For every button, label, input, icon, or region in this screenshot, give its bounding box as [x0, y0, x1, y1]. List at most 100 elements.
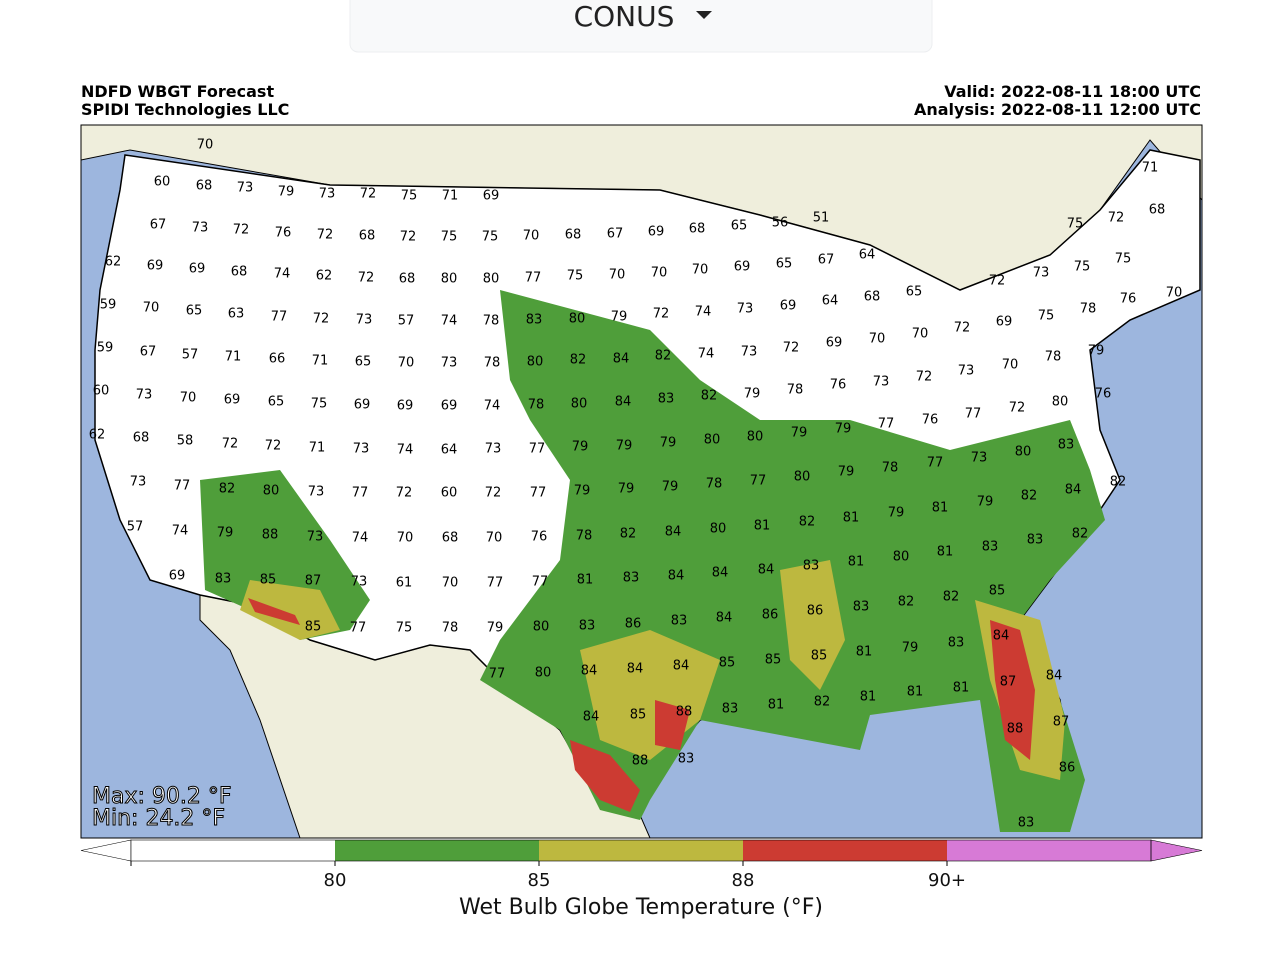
dropdown-label[interactable]: CONUS [574, 0, 675, 33]
station-value: 78 [576, 529, 593, 544]
station-value: 70 [180, 391, 197, 406]
station-value: 77 [927, 456, 944, 471]
colorbar-segment [335, 840, 539, 861]
station-value: 72 [916, 370, 933, 385]
station-value: 75 [1067, 217, 1084, 232]
station-value: 77 [532, 575, 549, 590]
station-value: 82 [1072, 527, 1089, 542]
station-value: 70 [912, 327, 929, 342]
station-value: 67 [140, 345, 157, 360]
station-value: 83 [215, 572, 232, 587]
caret[interactable] [696, 11, 712, 19]
station-value: 83 [803, 559, 820, 574]
zone-80 [200, 470, 370, 640]
station-value: 67 [607, 227, 624, 242]
station-value: 84 [668, 569, 685, 584]
station-value: 77 [487, 576, 504, 591]
station-value: 68 [689, 222, 706, 237]
station-value: 77 [965, 407, 982, 422]
station-value: 69 [826, 336, 843, 351]
station-value: 79 [574, 484, 591, 499]
station-value: 77 [352, 486, 369, 501]
station-value: 72 [954, 321, 971, 336]
station-value: 81 [843, 511, 860, 526]
station-value: 81 [577, 573, 594, 588]
colorbar-segment [743, 840, 947, 861]
station-value: 73 [192, 221, 209, 236]
station-value: 85 [630, 708, 647, 723]
station-value: 63 [228, 307, 245, 322]
station-value: 72 [989, 274, 1006, 289]
station-value: 84 [583, 710, 600, 725]
station-value: 75 [482, 230, 499, 245]
station-value: 67 [818, 253, 835, 268]
station-value: 79 [278, 185, 295, 200]
station-value: 57 [182, 348, 199, 363]
station-value: 82 [655, 349, 672, 364]
colorbar-segment [131, 840, 335, 861]
station-value: 83 [722, 702, 739, 717]
station-value: 78 [484, 356, 501, 371]
station-value: 59 [100, 298, 117, 313]
station-value: 70 [651, 266, 668, 281]
station-value: 88 [1007, 722, 1024, 737]
station-value: 78 [483, 314, 500, 329]
station-value: 79 [660, 436, 677, 451]
station-value: 72 [653, 307, 670, 322]
station-value: 84 [758, 563, 775, 578]
station-value: 75 [1038, 309, 1055, 324]
colorbar-segment [539, 840, 743, 861]
station-value: 69 [397, 399, 414, 414]
station-value: 68 [1149, 203, 1166, 218]
station-value: 84 [627, 662, 644, 677]
station-value: 58 [177, 434, 194, 449]
station-value: 81 [754, 519, 771, 534]
station-value: 82 [1021, 489, 1038, 504]
station-value: 77 [489, 667, 506, 682]
colorbar-tick-label: 88 [732, 870, 755, 891]
station-value: 76 [830, 378, 847, 393]
station-value: 77 [530, 486, 547, 501]
station-value: 79 [616, 439, 633, 454]
station-value: 80 [535, 666, 552, 681]
colorbar-label: Wet Bulb Globe Temperature (°F) [459, 895, 823, 920]
dropdown[interactable] [349, 0, 933, 53]
station-value: 65 [776, 257, 793, 272]
station-value: 66 [269, 352, 286, 367]
station-value: 81 [856, 645, 873, 660]
station-value: 69 [224, 393, 241, 408]
station-value: 68 [133, 431, 150, 446]
station-value: 82 [570, 353, 587, 368]
station-value: 73 [307, 530, 324, 545]
station-value: 73 [136, 388, 153, 403]
station-value: 77 [750, 474, 767, 489]
station-value: 72 [313, 312, 330, 327]
station-value: 85 [989, 584, 1006, 599]
station-value: 74 [695, 305, 712, 320]
station-value: 77 [878, 417, 895, 432]
station-value: 84 [993, 629, 1010, 644]
station-value: 78 [528, 398, 545, 413]
station-value: 69 [169, 569, 186, 584]
station-value: 72 [358, 271, 375, 286]
station-value: 71 [312, 354, 329, 369]
station-value: 73 [873, 375, 890, 390]
station-value: 86 [807, 604, 824, 619]
station-value: 84 [712, 566, 729, 581]
station-value: 83 [1027, 533, 1044, 548]
station-value: 70 [1002, 358, 1019, 373]
station-value: 76 [1120, 292, 1137, 307]
station-value: 75 [401, 189, 418, 204]
station-value: 73 [958, 364, 975, 379]
station-value: 57 [398, 314, 415, 329]
station-value: 82 [219, 482, 236, 497]
station-value: 77 [174, 479, 191, 494]
station-value: 83 [526, 313, 543, 328]
station-value: 86 [625, 617, 642, 632]
station-value: 70 [692, 263, 709, 278]
station-value: 70 [143, 301, 160, 316]
station-value: 64 [441, 443, 458, 458]
station-value: 84 [581, 664, 598, 679]
station-value: 80 [747, 430, 764, 445]
